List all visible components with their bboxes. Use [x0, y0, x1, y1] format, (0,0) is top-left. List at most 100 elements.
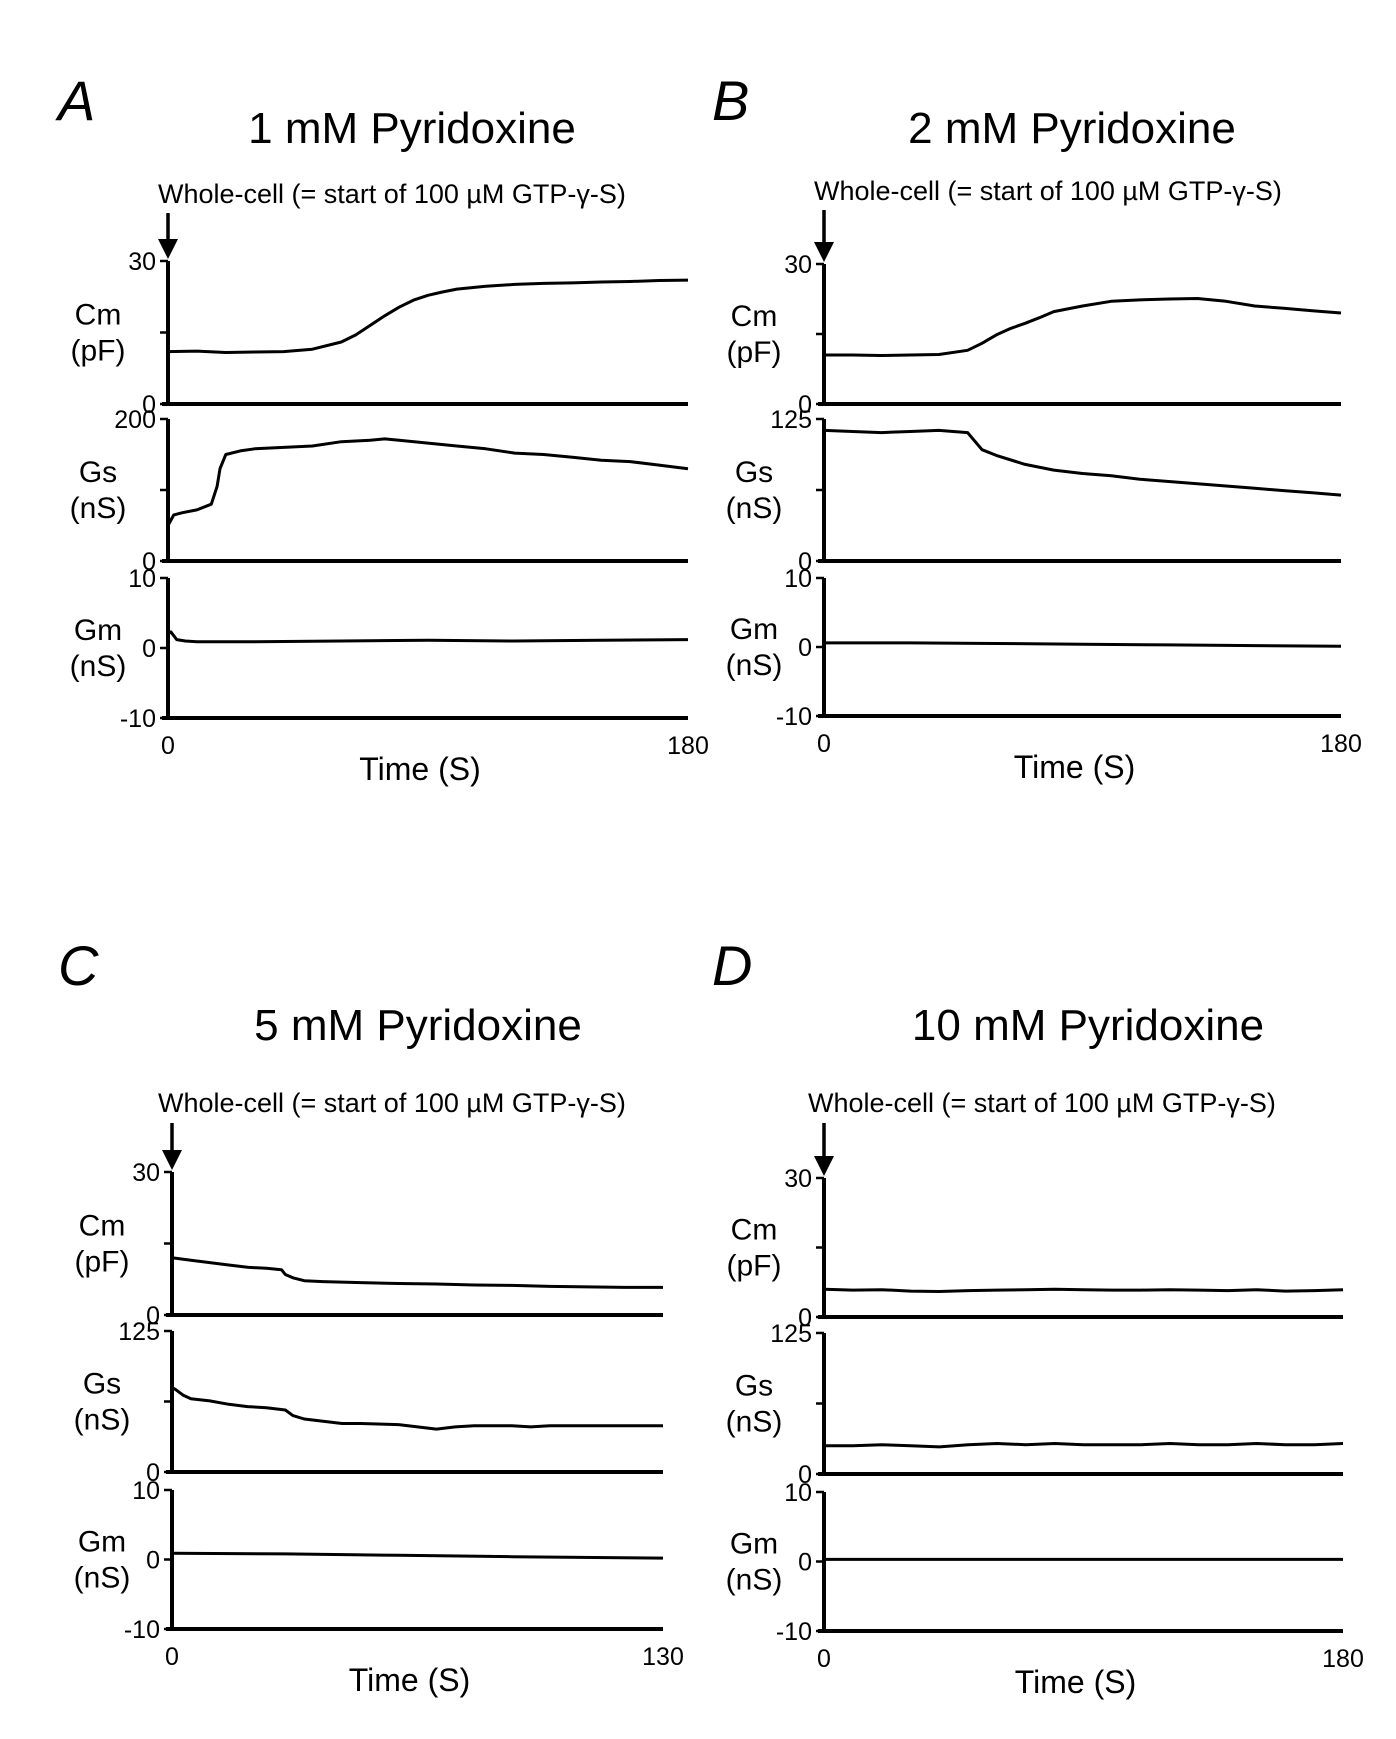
y-axis-label: Gm: [78, 1526, 126, 1559]
y-axis-label: Gm: [74, 614, 122, 647]
panel-letter: C: [58, 934, 99, 997]
stimulus-arrow-head: [158, 239, 178, 259]
y-axis-unit: (pF): [75, 1246, 130, 1279]
y-tick-label: 0: [798, 1304, 812, 1332]
panel-title: 2 mM Pyridoxine: [908, 104, 1236, 153]
subplot-gs: 0 200 Gs(nS): [70, 406, 689, 576]
y-tick-label: 0: [798, 1461, 812, 1489]
panel-b: B 2 mM Pyridoxine Whole-cell (= start of 1…: [712, 69, 1362, 785]
y-tick-label: 30: [784, 251, 812, 279]
y-tick-label: 0: [146, 1547, 160, 1575]
y-axis-label: Gs: [83, 1368, 121, 1401]
y-tick-label: -10: [776, 1618, 812, 1646]
x-tick-label: 180: [667, 732, 709, 760]
stimulus-label: Whole-cell (= start of 100 µM GTP-γ-S): [814, 176, 1282, 206]
x-axis-label: Time (S): [1014, 749, 1135, 785]
x-tick-label: 0: [817, 730, 831, 758]
x-tick-label: 0: [165, 1643, 179, 1671]
y-tick-label: -10: [124, 1616, 160, 1644]
y-axis-unit: (pF): [727, 336, 782, 369]
stimulus-arrow-head: [814, 1156, 834, 1176]
subplot-gs: 0 125 Gs(nS): [74, 1318, 663, 1487]
series-line: [167, 630, 689, 644]
y-axis-unit: (nS): [74, 1404, 131, 1437]
series-line: [823, 428, 1342, 497]
stimulus-arrow-head: [162, 1150, 182, 1170]
x-tick-label: 130: [642, 1643, 684, 1671]
x-axis-label: Time (S): [359, 751, 480, 787]
panel-title: 10 mM Pyridoxine: [912, 1001, 1264, 1050]
y-axis-unit: (nS): [70, 492, 127, 525]
y-tick-label: 0: [798, 391, 812, 419]
y-axis-unit: (nS): [726, 492, 783, 525]
panel-title: 5 mM Pyridoxine: [254, 1001, 582, 1050]
y-axis-label: Cm: [79, 1210, 126, 1243]
y-axis-unit: (nS): [74, 1562, 131, 1595]
series-line: [171, 1551, 664, 1560]
y-tick-label: 10: [784, 1479, 812, 1507]
x-tick-label: 180: [1322, 1645, 1364, 1673]
series-line: [171, 1256, 663, 1289]
series-line: [823, 1287, 1344, 1293]
series-line: [824, 641, 1342, 648]
y-tick-label: 30: [784, 1165, 812, 1193]
y-tick-label: 30: [132, 1159, 160, 1187]
y-axis-label: Cm: [75, 299, 122, 332]
y-tick-label: 0: [146, 1459, 160, 1487]
y-axis-label: Gs: [735, 1370, 773, 1403]
y-tick-label: 10: [784, 565, 812, 593]
y-tick-label: 125: [770, 1320, 812, 1348]
y-axis-unit: (nS): [726, 649, 783, 682]
y-tick-label: 0: [798, 1549, 812, 1577]
stimulus-label: Whole-cell (= start of 100 µM GTP-γ-S): [158, 1088, 626, 1118]
panel-letter: A: [55, 69, 95, 132]
subplot-gs: 0 125 Gs(nS): [726, 406, 1342, 576]
y-axis-label: Cm: [731, 1214, 778, 1247]
panel-d: D 10 mM Pyridoxine Whole-cell (= start of …: [712, 934, 1364, 1700]
y-tick-label: 30: [128, 248, 156, 276]
stimulus-arrow-head: [814, 242, 834, 262]
y-tick-label: 0: [142, 548, 156, 576]
y-tick-label: 0: [798, 634, 812, 662]
x-axis-label: Time (S): [1015, 1664, 1136, 1700]
series-line: [166, 437, 689, 527]
panel-letter: B: [712, 69, 749, 132]
y-tick-label: 0: [146, 1302, 160, 1330]
series-line: [824, 297, 1342, 357]
y-axis-unit: (nS): [70, 650, 127, 683]
panel-title: 1 mM Pyridoxine: [248, 104, 576, 153]
y-tick-label: -10: [120, 705, 156, 733]
y-tick-label: 10: [128, 565, 156, 593]
x-tick-label: 0: [817, 1645, 831, 1673]
y-tick-label: -10: [776, 703, 812, 731]
y-axis-label: Cm: [731, 300, 778, 333]
y-axis-unit: (pF): [71, 335, 126, 368]
series-line: [824, 1442, 1344, 1449]
y-tick-label: 0: [142, 635, 156, 663]
y-tick-label: 10: [132, 1477, 160, 1505]
y-axis-unit: (nS): [726, 1564, 783, 1597]
y-axis-label: Gs: [79, 456, 117, 489]
panel-c: C 5 mM Pyridoxine Whole-cell (= start of 1…: [58, 934, 684, 1698]
y-axis-label: Gm: [730, 613, 778, 646]
x-tick-label: 0: [161, 732, 175, 760]
y-axis-unit: (pF): [727, 1250, 782, 1283]
series-line: [171, 1386, 663, 1431]
panel-a: A 1 mM Pyridoxine Whole-cell (= start of 1…: [55, 69, 709, 787]
x-axis-label: Time (S): [349, 1662, 470, 1698]
y-axis-label: Gm: [730, 1528, 778, 1561]
y-tick-label: 125: [770, 406, 812, 434]
y-axis-label: Gs: [735, 456, 773, 489]
y-tick-label: 125: [118, 1318, 160, 1346]
y-tick-label: 0: [798, 548, 812, 576]
panel-letter: D: [712, 934, 752, 997]
stimulus-label: Whole-cell (= start of 100 µM GTP-γ-S): [808, 1088, 1276, 1118]
y-axis-unit: (nS): [726, 1406, 783, 1439]
